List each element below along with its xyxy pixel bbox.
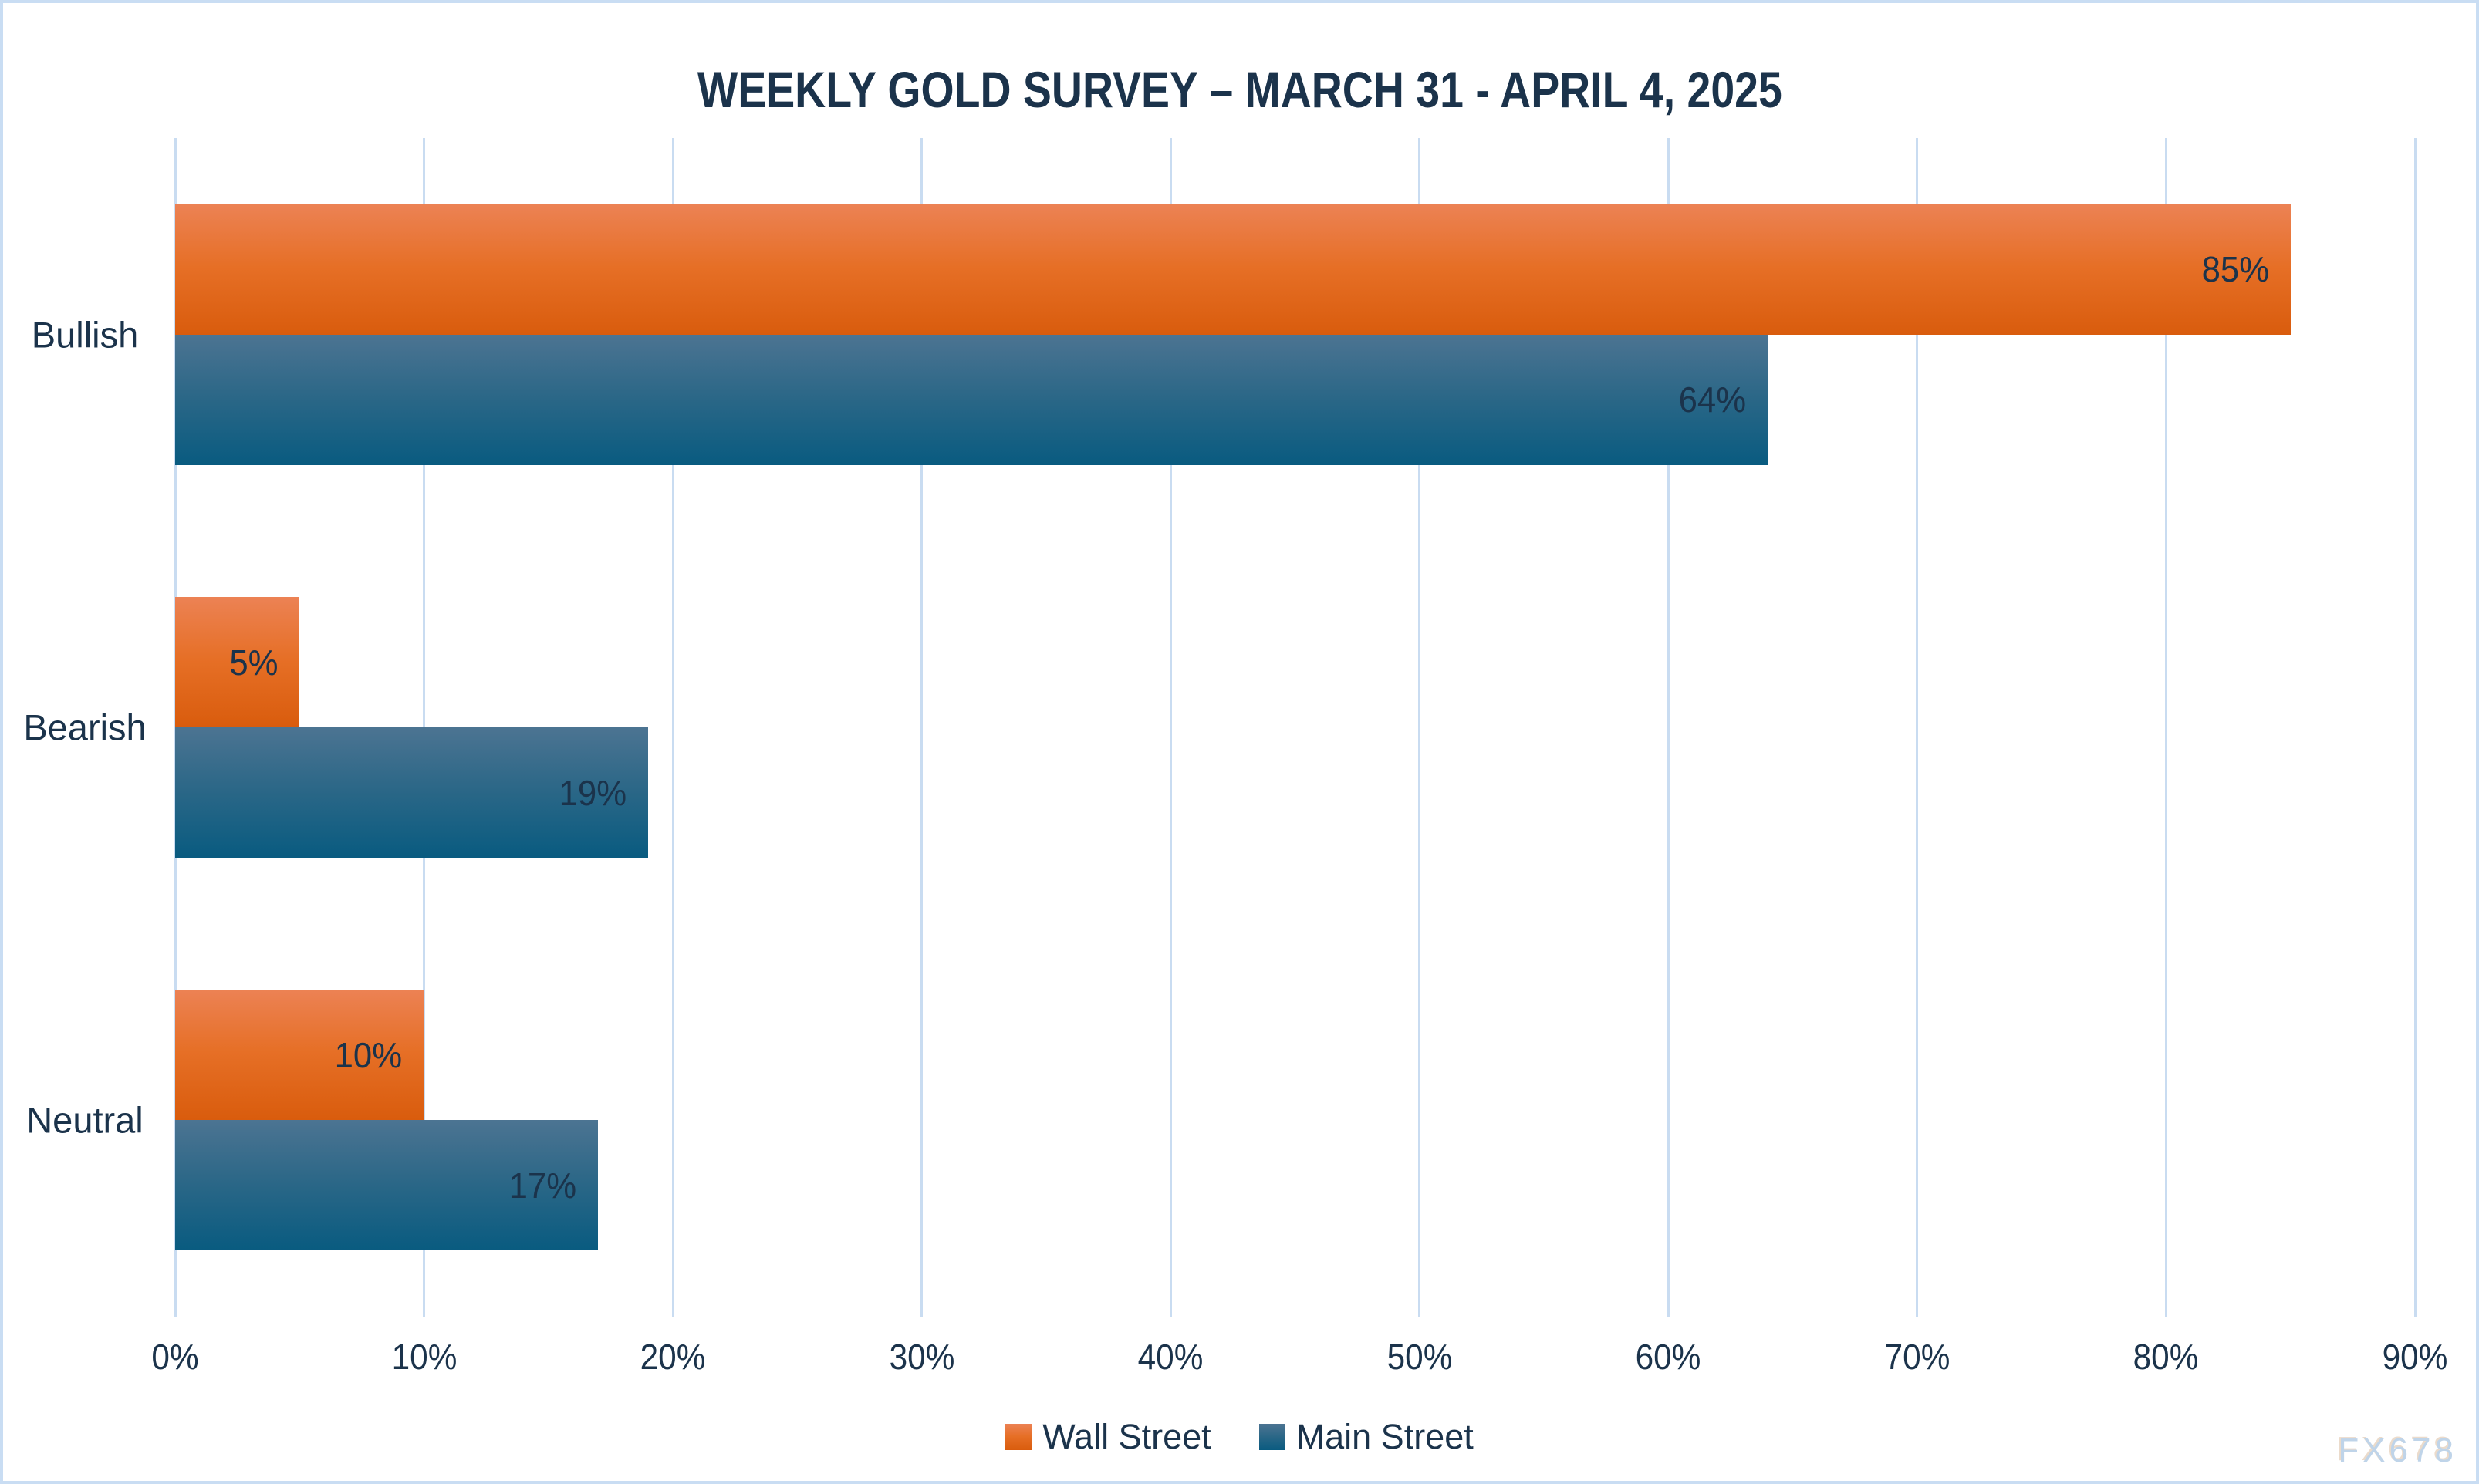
x-axis-tick-label: 10%: [391, 1337, 457, 1377]
gridline-60%: [1667, 138, 1670, 1317]
category-label-neutral: Neutral: [26, 1099, 144, 1141]
chart-title: WEEKLY GOLD SURVEY – MARCH 31 - APRIL 4,…: [3, 60, 2476, 119]
category-label-bearish: Bearish: [23, 707, 147, 748]
gridline-80%: [2164, 138, 2167, 1317]
gridline-70%: [1916, 138, 1919, 1317]
x-axis-tick-label: 30%: [889, 1337, 955, 1377]
x-axis-tick-label: 80%: [2133, 1337, 2199, 1377]
bar-data-label: 10%: [335, 1034, 403, 1075]
legend-label-wall-street: Wall Street: [1042, 1417, 1211, 1456]
x-axis-tick-label: 0%: [151, 1337, 199, 1377]
x-axis-tick-label: 40%: [1137, 1337, 1204, 1377]
bar-data-label: 17%: [508, 1165, 577, 1206]
legend-label-main-street: Main Street: [1295, 1417, 1474, 1456]
plot-area: 85% 64% 5% 19% 10% 17%: [174, 138, 2417, 1317]
bar-wall-street-bullish: 85%: [175, 204, 2291, 335]
wall-street-swatch-icon: [1005, 1424, 1032, 1450]
gridline-50%: [1418, 138, 1421, 1317]
bar-data-label: 19%: [559, 772, 627, 813]
category-label-bullish: Bullish: [31, 314, 139, 356]
bar-data-label: 85%: [2201, 249, 2269, 290]
x-axis-tick-label: 20%: [640, 1337, 706, 1377]
bar-wall-street-bearish: 5%: [175, 597, 300, 727]
chart-title-text: WEEKLY GOLD SURVEY – MARCH 31 - APRIL 4,…: [697, 61, 1782, 118]
main-street-swatch-icon: [1258, 1424, 1285, 1450]
gridline-90%: [2413, 138, 2417, 1317]
bar-wall-street-neutral: 10%: [175, 990, 424, 1121]
bar-data-label: 5%: [229, 642, 279, 683]
gridline-30%: [920, 138, 924, 1317]
gridline-20%: [671, 138, 674, 1317]
bar-main-street-neutral: 17%: [175, 1120, 599, 1251]
bar-main-street-bullish: 64%: [175, 334, 1768, 465]
bar-data-label: 64%: [1678, 379, 1747, 420]
gridline-40%: [1169, 138, 1172, 1317]
bar-main-street-bearish: 19%: [175, 727, 648, 858]
x-axis-tick-label: 70%: [1884, 1337, 1950, 1377]
x-axis-tick-label: 60%: [1635, 1337, 1701, 1377]
x-axis-tick-label: 50%: [1386, 1337, 1453, 1377]
x-axis-tick-label: 90%: [2382, 1337, 2448, 1377]
legend: Wall Street Main Street: [3, 1417, 2476, 1457]
legend-item-wall-street: Wall Street: [1005, 1417, 1211, 1457]
legend-item-main-street: Main Street: [1258, 1417, 1474, 1457]
watermark: FX678: [2338, 1432, 2457, 1469]
